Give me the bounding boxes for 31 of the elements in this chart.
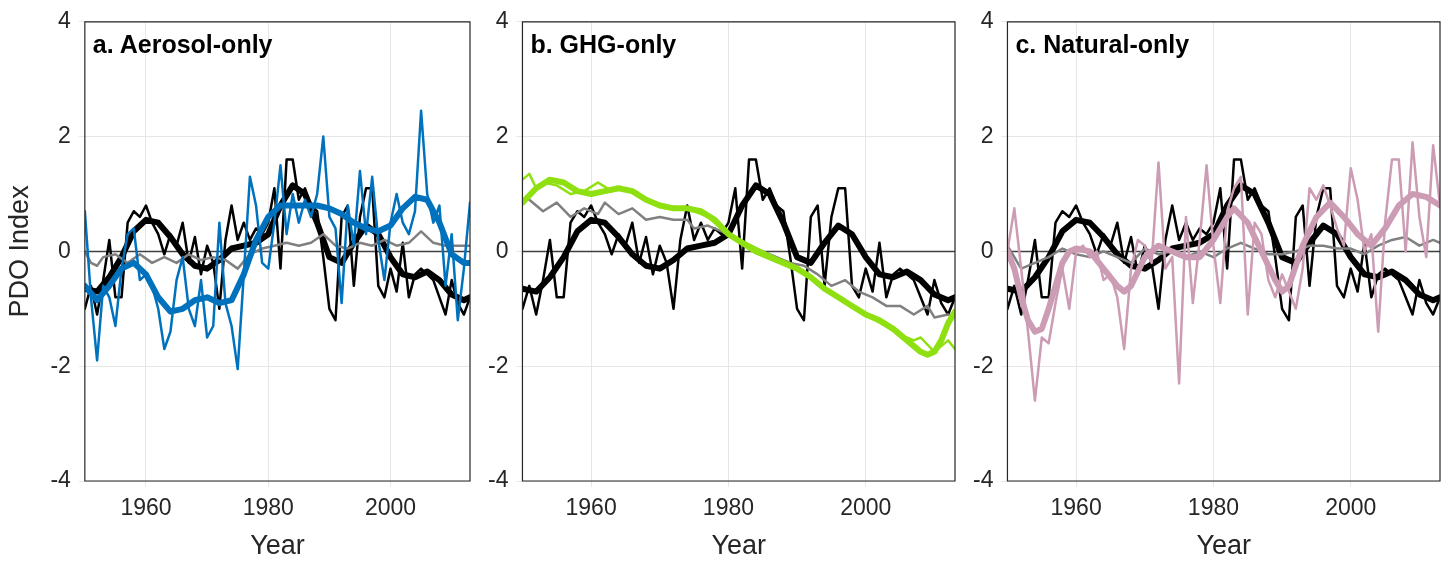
x-tick-label: 1960 (120, 494, 172, 521)
y-tick-label: 2 (495, 121, 509, 148)
y-tick-label: 4 (495, 7, 509, 34)
x-tick-label: 1980 (1187, 494, 1240, 521)
y-tick-label: 2 (58, 121, 71, 148)
y-tick-label: -2 (973, 351, 994, 378)
y-tick-label: 4 (980, 7, 994, 34)
chart-title: a. Aerosol-only (92, 30, 273, 59)
y-tick-label: 0 (58, 236, 71, 263)
x-tick-label: 2000 (1325, 494, 1377, 521)
x-axis-title: Year (711, 530, 767, 561)
chart-title: b. GHG-only (530, 30, 677, 59)
y-tick-label: -4 (488, 466, 509, 493)
y-tick-label: 0 (980, 236, 994, 263)
y-tick-label: -2 (488, 351, 509, 378)
chart-title: c. Natural-only (1015, 30, 1190, 59)
x-tick-label: 1960 (1050, 494, 1102, 521)
y-tick-label: -2 (50, 351, 71, 378)
y-tick-label: 4 (58, 7, 72, 34)
x-axis-title: Year (250, 530, 305, 561)
x-tick-label: 1980 (702, 494, 755, 521)
x-axis-title: Year (1196, 530, 1252, 561)
y-tick-label: 0 (495, 236, 509, 263)
y-tick-label: -4 (973, 466, 994, 493)
y-tick-label: -4 (50, 466, 72, 493)
x-tick-label: 1980 (242, 494, 294, 521)
y-axis-title: PDO Index (3, 184, 34, 318)
x-tick-label: 2000 (364, 494, 417, 521)
y-tick-label: 2 (980, 121, 994, 148)
x-tick-label: 1960 (565, 494, 617, 521)
x-tick-label: 2000 (840, 494, 892, 521)
